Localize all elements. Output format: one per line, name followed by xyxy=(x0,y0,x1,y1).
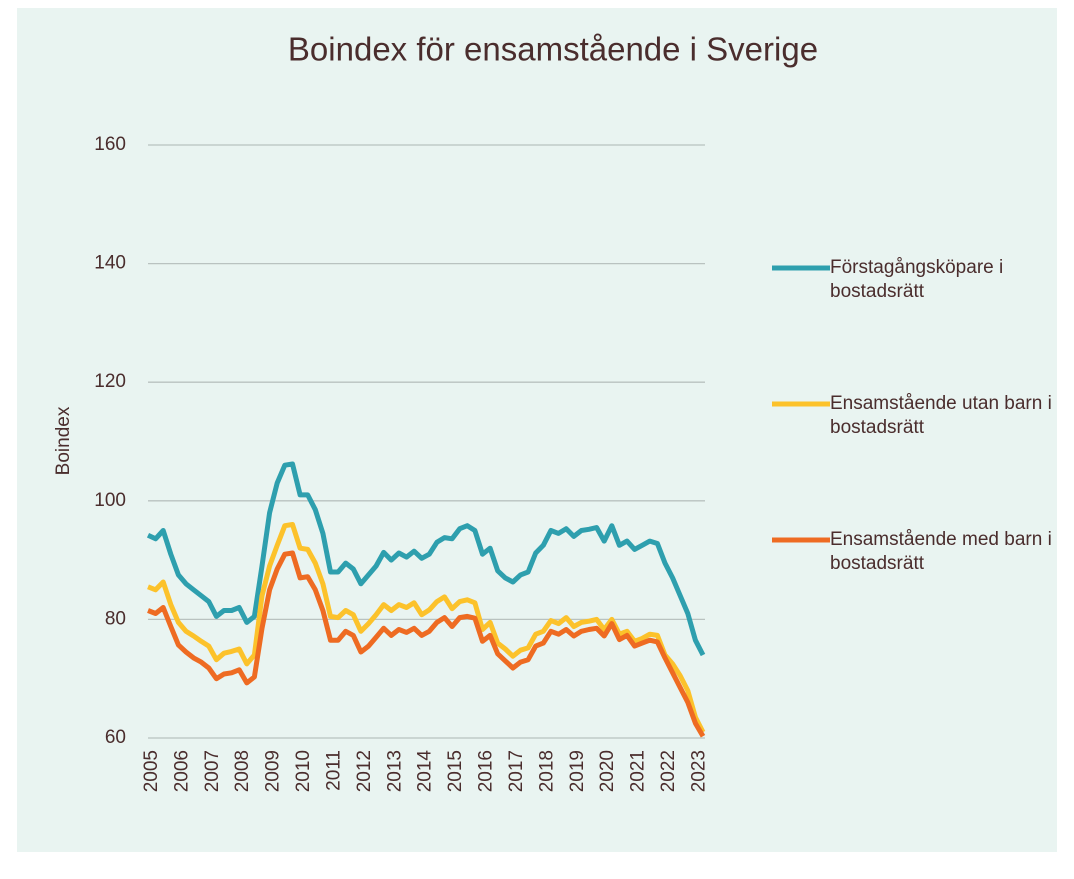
legend-label: Förstagångsköpare i bostadsrätt xyxy=(830,257,1004,302)
x-tick-label: 2006 xyxy=(171,750,192,792)
data-line xyxy=(146,461,706,657)
x-tick-label: 2005 xyxy=(141,750,162,792)
x-tick-label: 2007 xyxy=(202,750,223,792)
x-tick-label: 2022 xyxy=(658,750,679,792)
x-tick-label: 2015 xyxy=(445,750,466,792)
chart-title: Boindex för ensamstående i Sverige xyxy=(288,31,818,68)
x-tick-label: 2012 xyxy=(354,750,375,792)
y-tick-label: 160 xyxy=(94,134,126,155)
legend-label: Ensamstående med barn i bostadsrätt xyxy=(830,529,1052,574)
x-tick-label: 2008 xyxy=(232,750,253,792)
chart-background xyxy=(17,8,1057,852)
y-tick-label: 60 xyxy=(105,727,126,748)
x-tick-label: 2021 xyxy=(628,750,649,792)
y-tick-label: 100 xyxy=(94,490,126,511)
y-tick-label: 120 xyxy=(94,371,126,392)
y-axis-label: Boindex xyxy=(53,406,74,475)
x-tick-label: 2017 xyxy=(506,750,527,792)
data-line xyxy=(147,550,706,738)
x-tick-label: 2013 xyxy=(384,750,405,792)
x-tick-label: 2011 xyxy=(323,750,344,791)
x-tick-label: 2010 xyxy=(293,750,314,792)
x-tick-label: 2016 xyxy=(476,750,497,792)
legend-label: Ensamstående utan barn i bostadsrätt xyxy=(830,393,1052,438)
data-line xyxy=(147,522,706,734)
x-tick-label: 2009 xyxy=(263,750,284,792)
y-tick-label: 140 xyxy=(94,253,126,274)
x-tick-label: 2019 xyxy=(567,750,588,792)
x-tick-label: 2023 xyxy=(688,750,709,792)
x-tick-label: 2014 xyxy=(415,750,436,793)
y-tick-label: 80 xyxy=(105,608,126,629)
x-tick-label: 2020 xyxy=(597,750,618,792)
x-tick-label: 2018 xyxy=(536,750,557,792)
